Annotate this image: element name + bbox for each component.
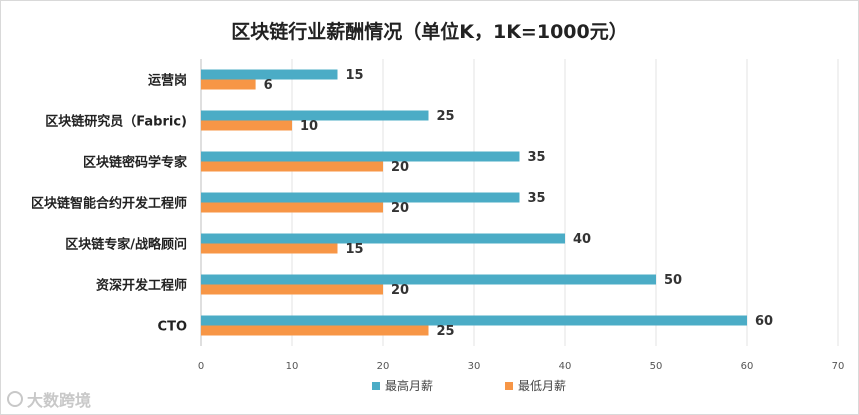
x-tick-label: 20 (377, 361, 390, 372)
data-label: 35 (528, 150, 546, 165)
legend: 最高月薪 最低月薪 (372, 377, 566, 394)
data-label: 50 (664, 273, 682, 288)
legend-swatch-max (372, 381, 380, 390)
legend-item-max: 最高月薪 (372, 377, 433, 394)
legend-label-max: 最高月薪 (385, 379, 434, 393)
bar (201, 120, 292, 131)
data-label: 10 (300, 119, 318, 134)
legend-item-min: 最低月薪 (505, 377, 566, 394)
bar (201, 284, 383, 295)
category-label: 区块链智能合约开发工程师 (31, 196, 187, 212)
watermark-logo-icon (7, 391, 23, 407)
x-tick-label: 50 (650, 361, 663, 372)
bar (201, 243, 338, 254)
data-label: 15 (346, 68, 364, 83)
data-label: 6 (264, 78, 273, 93)
bar (201, 325, 429, 336)
bar (201, 233, 565, 244)
bar (201, 79, 256, 90)
bar (201, 202, 383, 213)
legend-swatch-min (505, 381, 514, 390)
watermark-text: 大数跨境 (27, 391, 92, 410)
x-tick-label: 0 (198, 361, 204, 372)
data-label: 20 (391, 201, 409, 216)
bar (201, 274, 656, 285)
watermark: 大数跨境 (7, 387, 91, 411)
data-label: 40 (573, 232, 591, 247)
data-label: 35 (528, 191, 546, 206)
x-tick-label: 40 (559, 361, 572, 372)
bar (201, 192, 520, 203)
category-label: 区块链密码学专家 (83, 155, 188, 171)
bar (201, 110, 429, 121)
category-label: 区块链研究员（Fabric) (45, 114, 187, 130)
data-label: 60 (755, 314, 773, 329)
category-label: 资深开发工程师 (96, 278, 187, 294)
legend-label-min: 最低月薪 (518, 379, 567, 393)
category-label: 区块链专家/战略顾问 (65, 237, 187, 253)
data-label: 25 (437, 324, 455, 339)
data-label: 20 (391, 283, 409, 298)
x-tick-label: 70 (832, 361, 845, 372)
bar (201, 315, 747, 326)
x-tick-label: 10 (286, 361, 299, 372)
category-label: CTO (158, 320, 187, 335)
data-label: 20 (391, 160, 409, 175)
data-label: 15 (346, 242, 364, 257)
bar (201, 161, 383, 172)
x-tick-label: 60 (741, 361, 754, 372)
data-label: 25 (437, 109, 455, 124)
x-tick-label: 30 (468, 361, 481, 372)
chart-title: 区块链行业薪酬情况（单位K，1K=1000元） (231, 21, 628, 43)
category-label: 运营岗 (148, 73, 187, 89)
bar (201, 151, 520, 162)
bar (201, 69, 338, 80)
